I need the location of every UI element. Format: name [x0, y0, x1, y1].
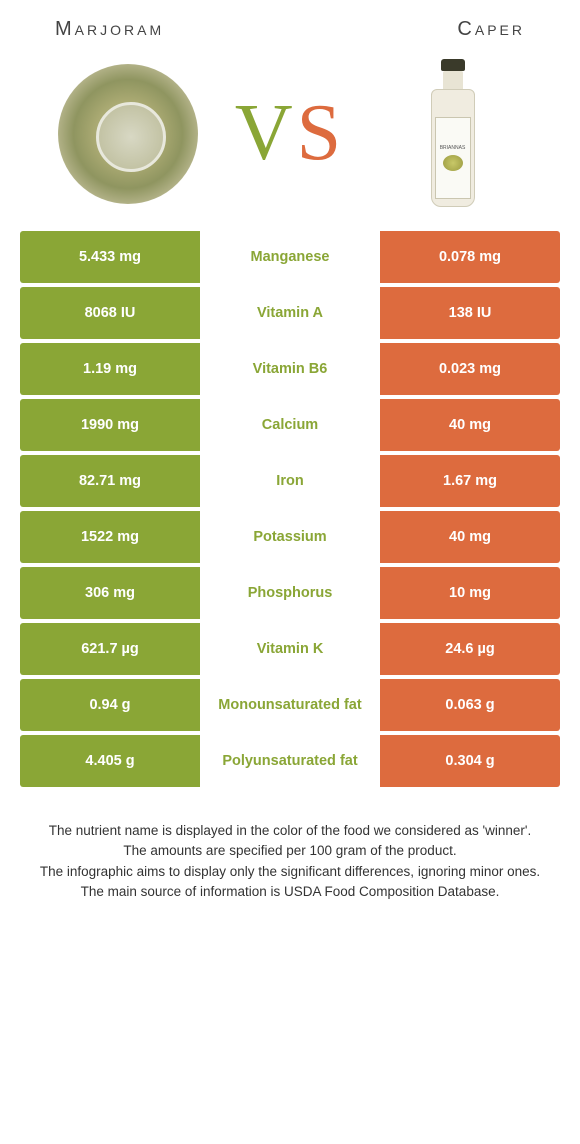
table-row: 306 mgPhosphorus10 mg — [20, 567, 560, 619]
cell-nutrient-name: Manganese — [200, 231, 380, 283]
table-row: 4.405 gPolyunsaturated fat0.304 g — [20, 735, 560, 787]
nutrient-table: 5.433 mgManganese0.078 mg8068 IUVitamin … — [20, 231, 560, 787]
cell-left-value: 306 mg — [20, 567, 200, 619]
cell-nutrient-name: Monounsaturated fat — [200, 679, 380, 731]
cell-right-value: 40 mg — [380, 511, 560, 563]
title-left: Marjoram — [55, 18, 164, 41]
vs-v: V — [235, 88, 297, 179]
cell-right-value: 24.6 µg — [380, 623, 560, 675]
cell-nutrient-name: Iron — [200, 455, 380, 507]
table-row: 82.71 mgIron1.67 mg — [20, 455, 560, 507]
cell-right-value: 0.023 mg — [380, 343, 560, 395]
cell-left-value: 82.71 mg — [20, 455, 200, 507]
table-row: 8068 IUVitamin A138 IU — [20, 287, 560, 339]
cell-right-value: 10 mg — [380, 567, 560, 619]
cell-left-value: 4.405 g — [20, 735, 200, 787]
cell-right-value: 1.67 mg — [380, 455, 560, 507]
footer-line-1: The nutrient name is displayed in the co… — [30, 821, 550, 841]
vs-text: VS — [235, 88, 345, 179]
cell-left-value: 1990 mg — [20, 399, 200, 451]
cell-left-value: 621.7 µg — [20, 623, 200, 675]
cell-left-value: 1522 mg — [20, 511, 200, 563]
cell-right-value: 138 IU — [380, 287, 560, 339]
cell-right-value: 40 mg — [380, 399, 560, 451]
cell-nutrient-name: Potassium — [200, 511, 380, 563]
footer-notes: The nutrient name is displayed in the co… — [30, 821, 550, 902]
footer-line-4: The main source of information is USDA F… — [30, 882, 550, 902]
table-row: 5.433 mgManganese0.078 mg — [20, 231, 560, 283]
cell-nutrient-name: Phosphorus — [200, 567, 380, 619]
vs-s: S — [297, 88, 346, 179]
images-row: VS BRIANNAS — [0, 51, 580, 231]
footer-line-2: The amounts are specified per 100 gram o… — [30, 841, 550, 861]
cell-nutrient-name: Polyunsaturated fat — [200, 735, 380, 787]
cell-nutrient-name: Vitamin K — [200, 623, 380, 675]
table-row: 1990 mgCalcium40 mg — [20, 399, 560, 451]
table-row: 1522 mgPotassium40 mg — [20, 511, 560, 563]
cell-nutrient-name: Calcium — [200, 399, 380, 451]
header: Marjoram Caper — [0, 0, 580, 51]
cell-left-value: 1.19 mg — [20, 343, 200, 395]
table-row: 621.7 µgVitamin K24.6 µg — [20, 623, 560, 675]
cell-nutrient-name: Vitamin A — [200, 287, 380, 339]
cell-nutrient-name: Vitamin B6 — [200, 343, 380, 395]
cell-left-value: 0.94 g — [20, 679, 200, 731]
bottle-brand: BRIANNAS — [440, 145, 466, 151]
cell-right-value: 0.078 mg — [380, 231, 560, 283]
table-row: 1.19 mgVitamin B60.023 mg — [20, 343, 560, 395]
title-right: Caper — [457, 18, 525, 41]
cell-left-value: 8068 IU — [20, 287, 200, 339]
cell-right-value: 0.304 g — [380, 735, 560, 787]
cell-right-value: 0.063 g — [380, 679, 560, 731]
table-row: 0.94 gMonounsaturated fat0.063 g — [20, 679, 560, 731]
cell-left-value: 5.433 mg — [20, 231, 200, 283]
footer-line-3: The infographic aims to display only the… — [30, 862, 550, 882]
marjoram-image — [55, 61, 200, 206]
caper-image: BRIANNAS — [380, 61, 525, 206]
